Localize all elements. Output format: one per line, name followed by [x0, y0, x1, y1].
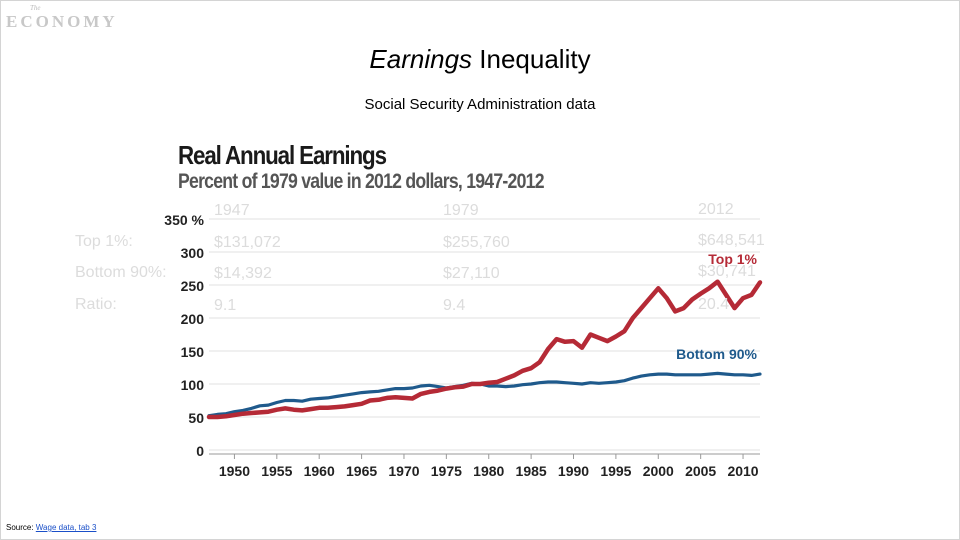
y-tick-label-100: 100 [181, 377, 205, 393]
series-label-top-1: Top 1% [708, 251, 757, 267]
overlay-2012-bottom: $30,741 [698, 263, 756, 280]
overlay-year-1979: 1979 [443, 202, 479, 219]
x-tick-label-1950: 1950 [219, 463, 250, 479]
overlay-1947-bottom: $14,392 [214, 265, 272, 282]
economy-logo: The ECONOMY [6, 4, 115, 34]
y-tick-label-50: 50 [188, 410, 204, 426]
x-tick-label-1995: 1995 [600, 463, 631, 479]
overlay-1979-bottom: $27,110 [443, 265, 500, 282]
series-line-top-1 [206, 279, 763, 420]
x-tick-label-1990: 1990 [558, 463, 589, 479]
overlay-1947-ratio: 9.1 [214, 297, 237, 314]
x-tick-label-1985: 1985 [516, 463, 547, 479]
source-prefix: Source: [6, 523, 36, 532]
logo-main-text: ECONOMY [6, 12, 118, 31]
y-tick-label-150: 150 [181, 344, 205, 360]
x-tick-label-1965: 1965 [346, 463, 377, 479]
y-tick-label-200: 200 [181, 311, 205, 327]
chart-subtitle: Percent of 1979 value in 2012 dollars, 1… [178, 170, 545, 193]
series-label-bottom-90: Bottom 90% [676, 346, 757, 362]
overlay-1979-ratio: 9.4 [443, 297, 466, 314]
slide-title-rest: Inequality [472, 44, 591, 74]
slide-subtitle: Social Security Administration data [364, 96, 596, 113]
overlay-2012-top: $648,541 [698, 232, 765, 249]
y-tick-label-300: 300 [181, 245, 205, 261]
overlay-year-1947: 1947 [214, 202, 250, 219]
source-link[interactable]: Wage data, tab 3 [35, 523, 97, 532]
overlay-1979-top: $255,760 [443, 234, 510, 251]
x-tick-label-1970: 1970 [388, 463, 419, 479]
x-tick-label-1955: 1955 [261, 463, 292, 479]
x-tick-label-2010: 2010 [727, 463, 758, 479]
x-tick-label-2000: 2000 [643, 463, 674, 479]
source-note: Source: Wage data, tab 3 [6, 523, 96, 532]
x-tick-label-1975: 1975 [431, 463, 462, 479]
x-tick-label-2005: 2005 [685, 463, 716, 479]
slide-title-emphasis: Earnings [369, 44, 473, 74]
x-tick-label-1980: 1980 [473, 463, 504, 479]
y-tick-label-250: 250 [181, 278, 205, 294]
chart-title: Real Annual Earnings [178, 140, 387, 170]
overlay-1947-top: $131,072 [214, 234, 281, 251]
y-tick-label-350: 350 % [164, 212, 204, 228]
logo-small-text: The [30, 4, 41, 12]
x-tick-label-1960: 1960 [304, 463, 335, 479]
overlay-row-label-top: Top 1%: [75, 233, 133, 250]
overlay-row-label-ratio: Ratio: [75, 296, 117, 313]
overlay-year-2012: 2012 [698, 201, 734, 218]
y-tick-label-0: 0 [196, 443, 204, 459]
earnings-line-chart: 0 50 100 150 200 250 300 350 % 1950 1955 1960 1965 1… [164, 212, 763, 479]
overlay-2012-ratio: 20.4 [698, 296, 730, 313]
overlay-row-label-bottom: Bottom 90%: [75, 264, 167, 281]
slide-title: Earnings Inequality [0, 44, 960, 75]
